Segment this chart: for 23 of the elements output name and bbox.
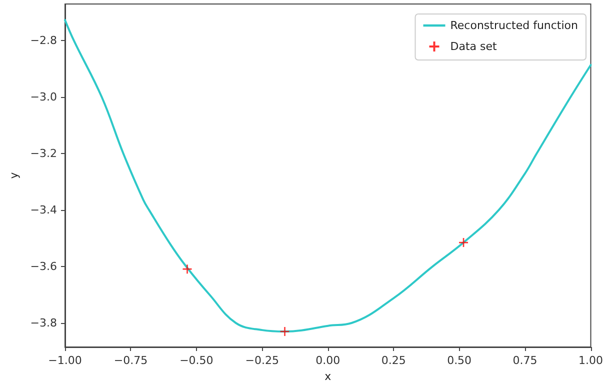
- y-tick-label: −3.4: [30, 204, 57, 217]
- x-tick-label: 1.00: [578, 354, 604, 367]
- y-tick-label: −3.6: [30, 260, 57, 274]
- x-tick-label: −0.50: [180, 354, 214, 367]
- line-series: [64, 19, 592, 332]
- x-tick-label: −1.00: [48, 354, 82, 367]
- x-tick-label: 0.75: [512, 354, 538, 367]
- y-axis-title: y: [7, 172, 20, 179]
- point: [458, 237, 469, 248]
- x-axis-title: x: [324, 370, 332, 383]
- legend-label: Data set: [450, 40, 498, 53]
- y-tick-label: −3.0: [30, 90, 57, 104]
- x-tick-label: 0.50: [447, 354, 472, 367]
- x-tick-label: −0.75: [114, 354, 148, 367]
- x-tick-label: 0.00: [316, 354, 340, 367]
- y-tick-label: −3.8: [30, 316, 57, 330]
- x-tick-label: 0.25: [381, 354, 406, 367]
- point: [280, 326, 290, 337]
- point: [182, 264, 192, 274]
- legend-label: Reconstructed function: [450, 19, 578, 32]
- x-tick-label: −0.25: [245, 354, 280, 367]
- y-tick-label: −3.2: [30, 147, 57, 160]
- y-tick-label: −2.8: [30, 34, 57, 48]
